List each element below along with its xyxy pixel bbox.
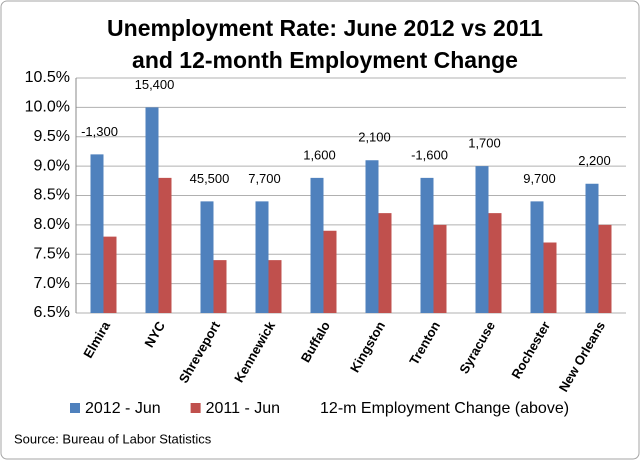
employment-change-label: 1,700: [468, 136, 501, 151]
employment-change-label: 2,100: [358, 130, 391, 145]
employment-change-label: 2,200: [578, 153, 611, 168]
bar: [213, 260, 227, 313]
bar: [103, 236, 117, 313]
bar: [530, 201, 544, 313]
bar: [90, 154, 104, 313]
bar: [145, 107, 159, 313]
y-tick-label: 8.0%: [34, 216, 70, 233]
employment-change-label: 1,600: [303, 147, 336, 162]
y-tick-label: 7.5%: [34, 245, 70, 262]
bar: [585, 183, 599, 313]
chart-title: and 12-month Employment Change: [132, 47, 518, 73]
y-tick-label: 9.0%: [34, 157, 70, 174]
y-tick-label: 10.0%: [25, 99, 70, 116]
bar: [433, 224, 447, 313]
bar: [598, 224, 612, 313]
bar: [475, 166, 489, 313]
y-tick-label: 10.5%: [25, 69, 70, 86]
chart-title: Unemployment Rate: June 2012 vs 2011: [107, 15, 543, 41]
bar: [158, 177, 172, 313]
bar: [543, 242, 557, 313]
legend-swatch: [70, 403, 80, 413]
bar: [268, 260, 282, 313]
bar: [200, 201, 214, 313]
employment-change-label: 45,500: [190, 171, 230, 186]
employment-change-label: 15,400: [135, 77, 175, 92]
bar: [365, 160, 379, 313]
bar: [378, 213, 392, 313]
y-tick-label: 6.5%: [34, 304, 70, 321]
bar: [310, 177, 324, 313]
legend-label: 2011 - Jun: [206, 400, 280, 417]
bar: [420, 177, 434, 313]
employment-change-label: 7,700: [248, 171, 281, 186]
bar: [488, 213, 502, 313]
bar: [323, 230, 337, 313]
employment-change-label: 9,700: [523, 171, 556, 186]
bar: [255, 201, 269, 313]
source-note: Source: Bureau of Labor Statistics: [14, 431, 212, 446]
employment-change-label: -1,600: [411, 147, 448, 162]
legend-label: 12-m Employment Change (above): [320, 400, 569, 417]
legend-swatch: [190, 403, 201, 413]
y-tick-label: 7.0%: [34, 275, 70, 292]
y-tick-label: 8.5%: [34, 187, 70, 204]
y-tick-label: 9.5%: [34, 128, 70, 145]
legend-label: 2012 - Jun: [85, 400, 161, 417]
employment-change-label: -1,300: [81, 124, 118, 139]
